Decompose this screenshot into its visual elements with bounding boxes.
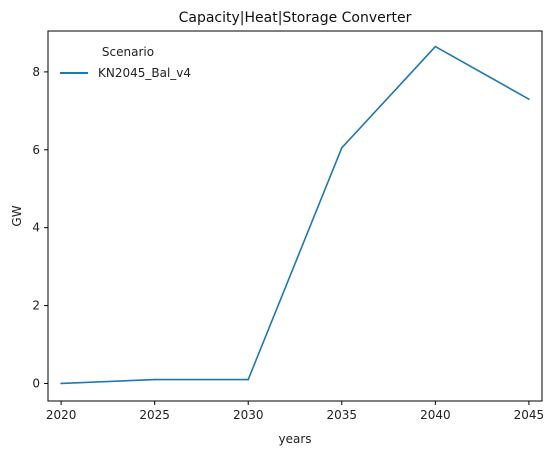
x-tick-label: 2040 xyxy=(420,408,451,422)
series-line xyxy=(61,45,530,385)
plot-frame xyxy=(47,30,543,402)
plot-area: 2020 2025 2030 2035 2040 2045 0 2 4 6 8 xyxy=(32,30,544,422)
data-point xyxy=(434,45,437,48)
y-tick-label: 8 xyxy=(32,65,40,79)
chart-title: Capacity|Heat|Storage Converter xyxy=(179,10,412,26)
y-axis: 0 2 4 6 8 xyxy=(32,65,48,390)
x-tick-label: 2020 xyxy=(46,408,77,422)
y-tick-label: 6 xyxy=(32,143,40,157)
x-axis: 2020 2025 2030 2035 2040 2045 xyxy=(46,401,544,422)
data-point xyxy=(247,378,250,381)
x-tick-label: 2045 xyxy=(514,408,545,422)
data-point xyxy=(340,147,343,149)
y-axis-label: GW xyxy=(10,205,24,226)
x-tick-label: 2030 xyxy=(233,408,264,422)
legend-label: KN2045_Bal_v4 xyxy=(98,66,191,80)
x-axis-label: years xyxy=(278,432,311,446)
data-point xyxy=(60,382,62,385)
y-tick-label: 2 xyxy=(32,299,40,313)
series-layer xyxy=(60,45,530,385)
x-tick-label: 2035 xyxy=(327,408,358,422)
legend: Scenario KN2045_Bal_v4 xyxy=(60,45,191,80)
data-point xyxy=(153,378,156,381)
legend-title: Scenario xyxy=(102,45,154,59)
y-tick-label: 4 xyxy=(32,221,40,235)
x-tick-label: 2025 xyxy=(139,408,170,422)
y-tick-label: 0 xyxy=(32,376,40,390)
data-point xyxy=(528,98,530,100)
